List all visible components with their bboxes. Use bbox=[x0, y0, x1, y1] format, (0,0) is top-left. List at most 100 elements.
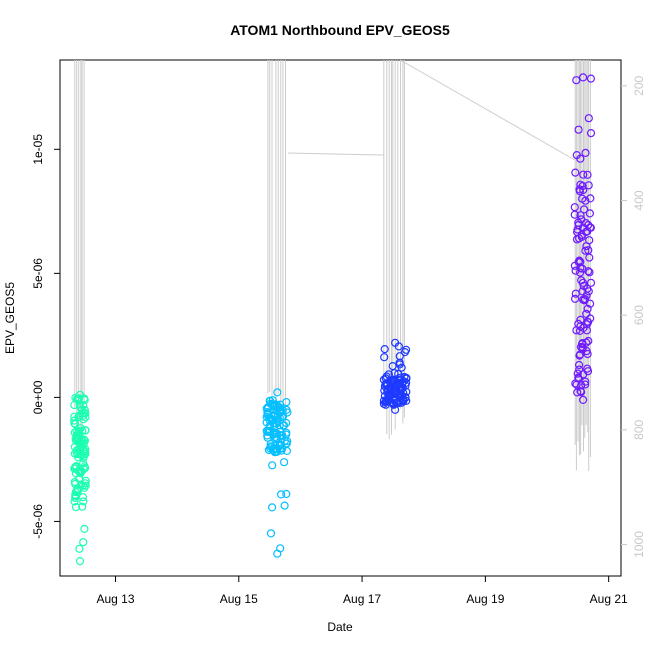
data-point bbox=[70, 419, 79, 428]
data-point bbox=[583, 304, 592, 313]
y-tick-label: 0e+00 bbox=[31, 380, 45, 414]
data-point bbox=[379, 375, 388, 384]
data-point bbox=[277, 490, 286, 499]
data-point bbox=[379, 396, 388, 405]
x-tick-label: Aug 13 bbox=[96, 592, 134, 606]
data-points bbox=[70, 73, 596, 566]
x-axis: Aug 13 Aug 15 Aug 17 Aug 19 Aug 21 bbox=[96, 576, 628, 606]
data-point bbox=[579, 295, 588, 304]
data-point bbox=[572, 380, 581, 389]
data-point bbox=[573, 388, 582, 397]
data-point bbox=[575, 185, 584, 194]
data-point bbox=[579, 185, 588, 195]
data-point bbox=[581, 196, 590, 205]
data-point bbox=[79, 409, 89, 418]
data-point bbox=[266, 529, 276, 538]
data-point bbox=[577, 276, 586, 285]
data-point bbox=[584, 336, 593, 346]
x-tick-label: Aug 19 bbox=[466, 592, 504, 606]
data-point bbox=[570, 261, 580, 270]
data-point bbox=[264, 404, 273, 413]
data-point bbox=[570, 210, 579, 219]
data-point bbox=[384, 396, 393, 405]
right-tick-label: 1000 bbox=[632, 531, 646, 558]
data-point bbox=[576, 257, 585, 266]
right-tick-label: 400 bbox=[632, 190, 646, 210]
data-point bbox=[572, 76, 581, 85]
data-point bbox=[574, 125, 583, 134]
data-point bbox=[585, 223, 595, 232]
data-point bbox=[581, 380, 590, 389]
data-point bbox=[272, 406, 281, 415]
plot-area-frame bbox=[59, 59, 622, 577]
data-point bbox=[584, 287, 593, 296]
data-point bbox=[270, 448, 279, 457]
data-point bbox=[402, 345, 411, 354]
data-point bbox=[79, 538, 88, 547]
data-point bbox=[584, 246, 593, 255]
data-point bbox=[570, 294, 580, 303]
data-point bbox=[263, 408, 272, 417]
data-point bbox=[79, 497, 88, 506]
data-point bbox=[280, 436, 289, 445]
data-point bbox=[575, 365, 584, 374]
data-point bbox=[79, 415, 88, 424]
data-point bbox=[578, 395, 588, 404]
data-point bbox=[268, 503, 277, 512]
data-point bbox=[81, 449, 90, 458]
data-point bbox=[280, 501, 289, 510]
data-point bbox=[391, 405, 400, 414]
x-tick-label: Aug 21 bbox=[590, 592, 628, 606]
data-point bbox=[282, 398, 291, 407]
data-point bbox=[273, 388, 282, 397]
data-point bbox=[585, 209, 595, 218]
data-point bbox=[75, 390, 85, 399]
data-point bbox=[70, 449, 80, 458]
data-point bbox=[270, 429, 279, 438]
flight-track-line bbox=[400, 59, 576, 161]
data-point bbox=[396, 375, 405, 384]
data-point bbox=[584, 181, 593, 190]
data-point bbox=[75, 544, 84, 553]
data-point bbox=[585, 268, 594, 277]
data-point bbox=[398, 379, 407, 388]
flight-track-lines bbox=[74, 59, 591, 471]
data-point bbox=[576, 263, 585, 273]
data-point bbox=[402, 373, 411, 382]
data-point bbox=[279, 421, 288, 430]
data-point bbox=[263, 433, 272, 442]
data-point bbox=[576, 315, 585, 324]
flight-track-line bbox=[288, 152, 384, 156]
data-point bbox=[586, 129, 596, 138]
data-point bbox=[571, 379, 580, 388]
data-point bbox=[576, 342, 586, 352]
data-point bbox=[81, 479, 90, 488]
y-tick-label: -5e-06 bbox=[31, 504, 45, 539]
data-point bbox=[402, 396, 411, 405]
data-point bbox=[78, 493, 88, 502]
data-point bbox=[571, 168, 580, 177]
data-point bbox=[71, 503, 81, 512]
y-axis-label: EPV_GEOS5 bbox=[3, 282, 17, 354]
data-point bbox=[581, 246, 590, 255]
data-point bbox=[380, 353, 389, 362]
data-point bbox=[581, 219, 591, 228]
data-point bbox=[572, 235, 582, 244]
data-point bbox=[387, 389, 396, 398]
data-point bbox=[74, 413, 83, 422]
data-point bbox=[575, 268, 585, 277]
data-point bbox=[380, 345, 389, 354]
data-point bbox=[581, 227, 591, 237]
data-point bbox=[80, 524, 89, 534]
data-point bbox=[71, 469, 81, 478]
data-point bbox=[576, 387, 585, 396]
data-point bbox=[583, 318, 593, 327]
data-point bbox=[576, 211, 585, 220]
data-point bbox=[582, 338, 591, 347]
data-point bbox=[78, 502, 87, 511]
right-tick-label: 600 bbox=[632, 305, 646, 325]
data-point bbox=[579, 370, 588, 379]
x-tick-label: Aug 17 bbox=[343, 592, 381, 606]
right-axis: 200 400 600 800 1000 bbox=[621, 75, 646, 558]
